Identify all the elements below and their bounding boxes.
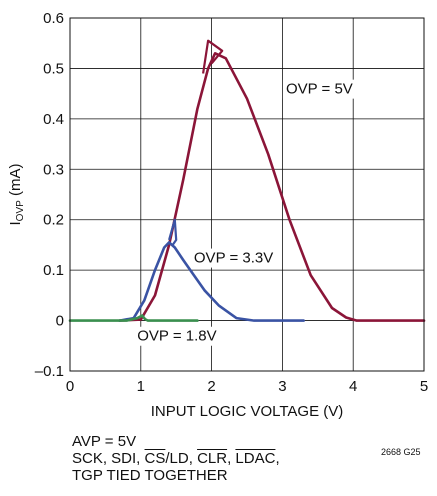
x-axis-label: INPUT LOGIC VOLTAGE (V) <box>151 403 344 420</box>
series-annotation: OVP = 5V <box>286 81 353 98</box>
note-signal-c: /LD, <box>165 450 198 467</box>
series-spike-1 <box>168 218 178 246</box>
note-signal-ldac: LDAC <box>235 450 276 467</box>
series-spike-0 <box>202 39 224 74</box>
annotation-bg <box>282 79 355 99</box>
tick-labels: 0 1 2 3 4 5–0.100.10.20.30.40.50.6 <box>35 10 428 395</box>
x-tick-label: 0 <box>66 378 74 395</box>
series-annotation: OVP = 1.8V <box>137 328 216 345</box>
series-line-ovp-1.8v <box>68 314 199 322</box>
note-signal-a: SCK, SDI, <box>72 450 145 467</box>
figure-id: 2668 G25 <box>381 447 421 457</box>
y-tick-label: 0.2 <box>43 212 64 229</box>
y-axis-label-main: I <box>7 221 24 225</box>
y-tick-label: 0.3 <box>43 161 64 178</box>
x-tick-label: 5 <box>420 378 428 395</box>
note-signal-cs: CS <box>144 450 166 467</box>
x-tick-label: 2 <box>207 378 215 395</box>
y-tick-label: 0 <box>56 313 64 330</box>
note-line-3: TGP TIED TOGETHER <box>72 467 228 484</box>
y-axis-label-unit: (mA) <box>7 164 24 201</box>
note-signal-e: , <box>227 450 236 467</box>
y-tick-label: 0.1 <box>43 262 64 279</box>
y-axis-label-sub: OVP <box>15 200 26 221</box>
note-line-1: AVP = 5V <box>72 433 137 450</box>
y-axis-label: IOVP (mA) <box>7 164 26 226</box>
x-tick-label: 1 <box>137 378 145 395</box>
y-tick-label: 0.6 <box>43 10 64 27</box>
annotation-bg <box>134 326 223 346</box>
y-tick-label: 0.5 <box>43 60 64 77</box>
y-tick-label: –0.1 <box>35 363 64 380</box>
x-tick-label: 4 <box>349 378 357 395</box>
series-layer <box>68 39 426 322</box>
series-line-ovp-5v <box>118 52 426 322</box>
y-tick-label: 0.4 <box>43 111 64 128</box>
note-signal-g: , <box>275 450 280 467</box>
annotation-bg <box>190 248 279 268</box>
x-tick-label: 3 <box>278 378 286 395</box>
plot-frame <box>69 17 425 372</box>
annotations: OVP = 5V OVP = 3.3V OVP = 1.8V <box>134 79 355 346</box>
series-annotation: OVP = 3.3V <box>194 250 273 267</box>
grid <box>69 17 425 372</box>
series-line-ovp-3.3v <box>118 241 305 322</box>
note-line-2: SCK, SDI, CS/LD, CLR, LDAC, <box>72 450 280 467</box>
note-signal-clr: CLR <box>197 450 228 467</box>
